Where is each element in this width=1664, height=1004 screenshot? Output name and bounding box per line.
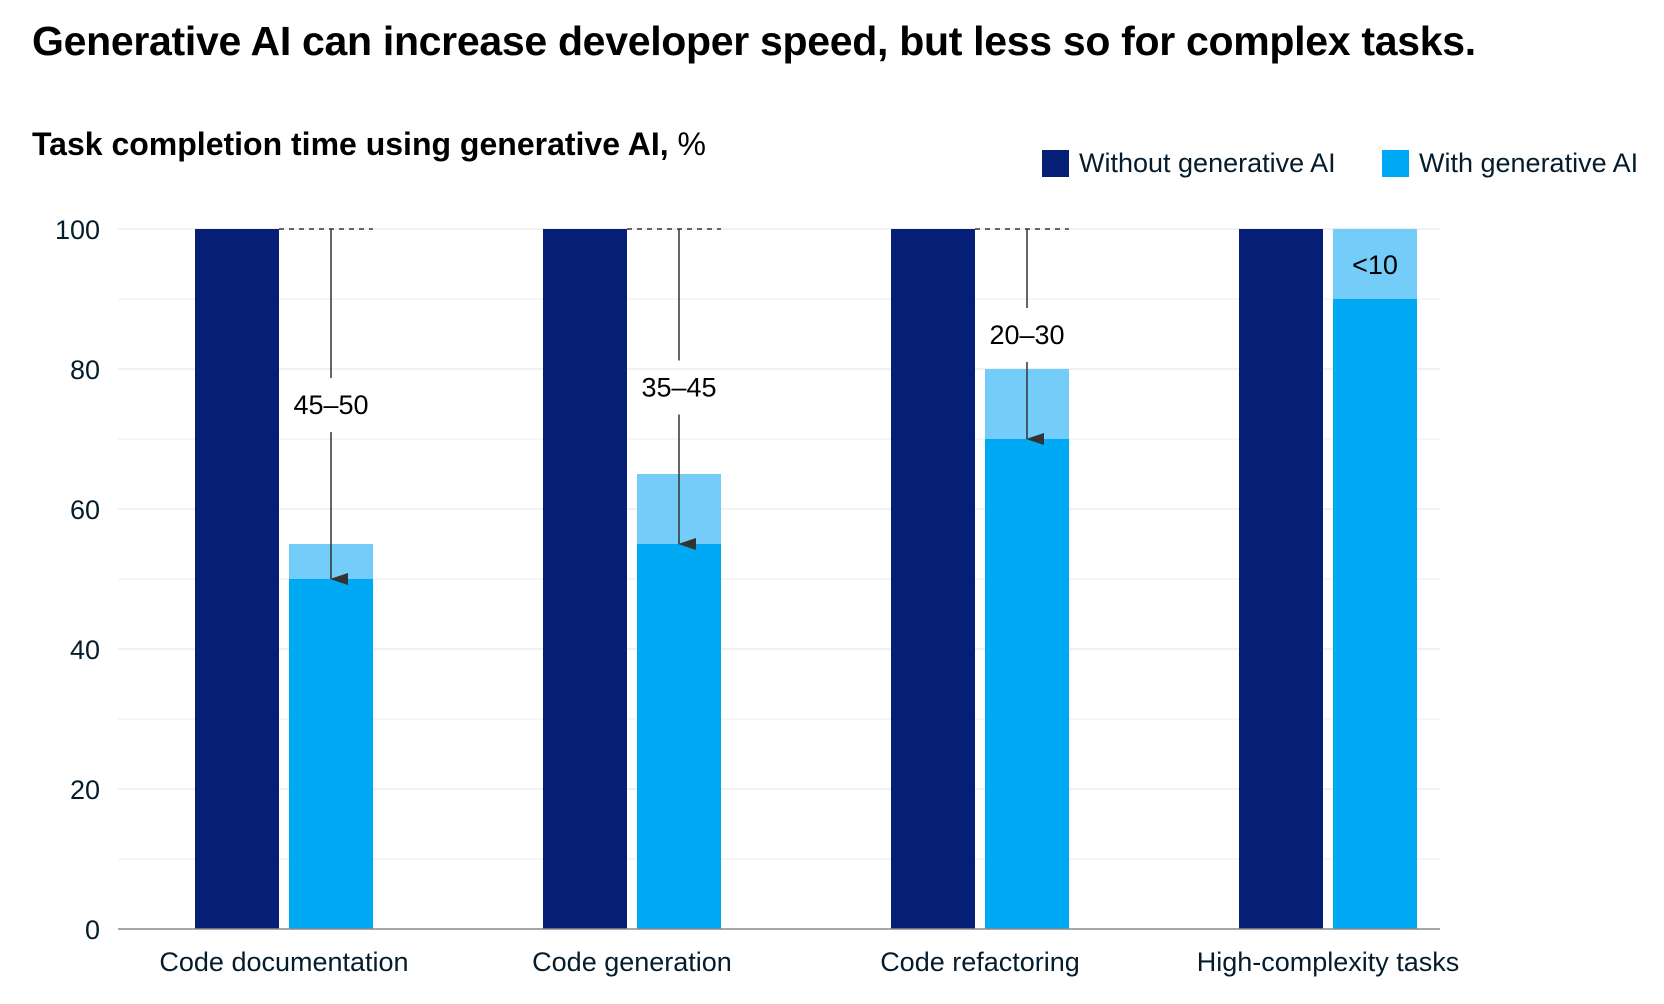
reduction-label: <10 [1352, 250, 1398, 280]
legend-item-without: Without generative AI [1042, 148, 1336, 179]
y-tick-label: 40 [70, 635, 100, 665]
y-tick-label: 0 [85, 915, 100, 945]
reduction-label: 20–30 [989, 320, 1064, 350]
reduction-label: 35–45 [641, 373, 716, 403]
y-tick-label: 60 [70, 495, 100, 525]
y-tick-label: 100 [55, 215, 100, 245]
bar-without-ai [1239, 229, 1323, 929]
x-category-label: Code refactoring [880, 947, 1080, 977]
legend-swatch-with [1382, 150, 1409, 177]
bar-without-ai [891, 229, 975, 929]
bar-with-ai [637, 544, 721, 929]
legend-swatch-without [1042, 150, 1069, 177]
reduction-label: 45–50 [293, 390, 368, 420]
x-category-label: Code documentation [159, 947, 408, 977]
legend-label-without: Without generative AI [1079, 148, 1336, 178]
bar-without-ai [195, 229, 279, 929]
bar-with-ai [985, 439, 1069, 929]
bar-without-ai [543, 229, 627, 929]
bar-with-ai [289, 579, 373, 929]
x-category-label: Code generation [532, 947, 732, 977]
bar-with-ai [1333, 299, 1417, 929]
legend-item-with: With generative AI [1382, 148, 1638, 179]
y-tick-label: 20 [70, 775, 100, 805]
y-tick-label: 80 [70, 355, 100, 385]
chart-title: Generative AI can increase developer spe… [32, 18, 1476, 64]
legend-label-with: With generative AI [1419, 148, 1639, 178]
x-category-label: High-complexity tasks [1197, 947, 1460, 977]
chart-subtitle: Task completion time using generative AI… [32, 126, 706, 163]
bar-with-ai-range [1333, 229, 1417, 299]
subtitle-label: Task completion time using generative AI… [32, 126, 669, 162]
subtitle-unit: % [677, 126, 706, 162]
